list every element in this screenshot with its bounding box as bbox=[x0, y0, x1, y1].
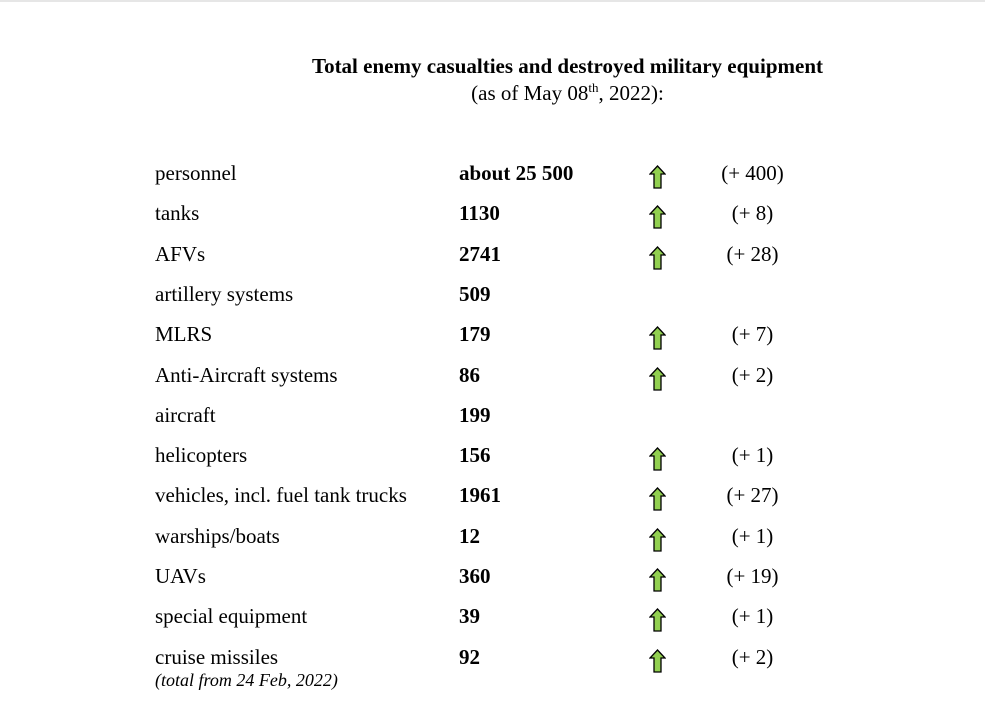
row-value: 360 bbox=[459, 564, 491, 588]
row-label: special equipment bbox=[155, 604, 308, 629]
subtitle-prefix: (as of May 08 bbox=[471, 81, 589, 105]
page-subtitle: (as of May 08th, 2022): bbox=[0, 80, 985, 106]
subtitle-sup: th bbox=[588, 80, 599, 95]
row-label: Anti-Aircraft systems bbox=[155, 362, 338, 387]
row-value: 39 bbox=[459, 604, 480, 629]
row-label: cruise missiles bbox=[155, 644, 279, 669]
up-arrow-icon bbox=[649, 487, 666, 512]
table-row: AFVs 2741 (+ 28) bbox=[0, 242, 985, 272]
table-row: UAVs 360 (+ 19) bbox=[0, 564, 985, 594]
row-label: personnel bbox=[155, 161, 237, 185]
row-change: (+ 1) bbox=[731, 443, 774, 468]
row-change: (+ 1) bbox=[731, 523, 774, 548]
row-value: 1961 bbox=[459, 483, 501, 508]
row-value: 199 bbox=[459, 402, 491, 427]
table-row: personnel about 25 500 (+ 400) bbox=[0, 161, 985, 191]
page-top-border bbox=[0, 0, 985, 2]
up-arrow-icon bbox=[649, 527, 666, 552]
up-arrow-icon bbox=[649, 245, 666, 270]
row-change: (+ 400) bbox=[721, 161, 784, 185]
row-label: tanks bbox=[155, 201, 200, 226]
row-change: (+ 1) bbox=[731, 604, 774, 629]
up-arrow-icon bbox=[649, 326, 666, 350]
up-arrow-icon bbox=[649, 165, 666, 189]
table-row: helicopters 156 (+ 1) bbox=[0, 443, 985, 473]
row-value: 1130 bbox=[459, 201, 500, 226]
row-label: MLRS bbox=[155, 322, 213, 347]
row-value: 2741 bbox=[459, 241, 501, 266]
row-value: about 25 500 bbox=[459, 161, 574, 185]
table-row: MLRS 179 (+ 7) bbox=[0, 322, 985, 352]
row-label: artillery systems bbox=[155, 281, 294, 306]
row-value: 156 bbox=[459, 443, 491, 468]
row-label: vehicles, incl. fuel tank trucks bbox=[155, 483, 407, 508]
row-value: 12 bbox=[459, 523, 480, 548]
total-note: (total from 24 Feb, 2022) bbox=[155, 670, 338, 690]
row-label: UAVs bbox=[155, 564, 206, 588]
page-title: Total enemy casualties and destroyed mil… bbox=[311, 54, 823, 78]
row-label: warships/boats bbox=[155, 523, 280, 548]
table-row: Anti-Aircraft systems 86 (+ 2) bbox=[0, 363, 985, 393]
up-arrow-icon bbox=[649, 568, 666, 592]
row-change: (+ 19) bbox=[726, 564, 779, 588]
subtitle-suffix: , 2022): bbox=[598, 81, 664, 105]
row-label: aircraft bbox=[155, 402, 216, 427]
up-arrow-icon bbox=[649, 205, 666, 229]
row-value: 86 bbox=[459, 362, 480, 387]
table-row: aircraft 199 bbox=[0, 403, 985, 433]
up-arrow-icon bbox=[649, 447, 666, 471]
table-row: vehicles, incl. fuel tank trucks 1961 (+… bbox=[0, 483, 985, 513]
table-row: warships/boats 12 (+ 1) bbox=[0, 524, 985, 554]
row-change: (+ 27) bbox=[726, 483, 779, 508]
row-change: (+ 8) bbox=[731, 201, 774, 226]
up-arrow-icon bbox=[649, 648, 666, 673]
row-change: (+ 2) bbox=[731, 362, 774, 387]
table-row: cruise missiles 92 (+ 2) bbox=[0, 645, 985, 675]
row-change: (+ 2) bbox=[731, 644, 774, 669]
row-value: 509 bbox=[459, 281, 491, 306]
table-row: tanks 1130 (+ 8) bbox=[0, 201, 985, 231]
row-value: 179 bbox=[459, 322, 491, 347]
table-row: special equipment 39 (+ 1) bbox=[0, 604, 985, 634]
row-label: AFVs bbox=[155, 241, 206, 266]
row-value: 92 bbox=[459, 644, 480, 669]
up-arrow-icon bbox=[649, 608, 666, 632]
up-arrow-icon bbox=[649, 366, 666, 391]
row-change: (+ 7) bbox=[731, 322, 774, 347]
row-change: (+ 28) bbox=[726, 241, 779, 266]
table-row: artillery systems 509 bbox=[0, 282, 985, 312]
row-label: helicopters bbox=[155, 443, 248, 468]
